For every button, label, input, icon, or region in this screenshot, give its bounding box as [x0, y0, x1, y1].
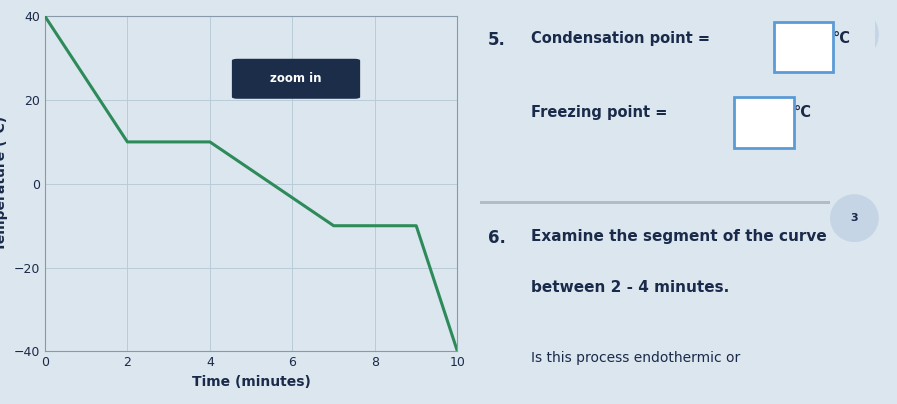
FancyBboxPatch shape — [735, 97, 794, 148]
Text: 5.: 5. — [488, 32, 506, 49]
Text: zoom in: zoom in — [270, 72, 322, 85]
Circle shape — [831, 195, 878, 242]
Text: 6.: 6. — [488, 229, 506, 247]
Text: Freezing point =: Freezing point = — [531, 105, 667, 120]
Y-axis label: Temperature (°C): Temperature (°C) — [0, 116, 8, 251]
X-axis label: Time (minutes): Time (minutes) — [192, 375, 310, 389]
FancyBboxPatch shape — [774, 22, 833, 72]
Text: 2: 2 — [850, 29, 858, 39]
Text: Examine the segment of the curve: Examine the segment of the curve — [531, 229, 827, 244]
FancyBboxPatch shape — [231, 59, 361, 99]
Text: between 2 - 4 minutes.: between 2 - 4 minutes. — [531, 280, 729, 295]
Text: °C: °C — [794, 105, 812, 120]
Text: Is this process endothermic or: Is this process endothermic or — [531, 351, 740, 366]
Circle shape — [831, 9, 878, 59]
Text: 3: 3 — [850, 213, 858, 223]
Text: °C: °C — [833, 32, 851, 46]
Text: Condensation point =: Condensation point = — [531, 32, 710, 46]
